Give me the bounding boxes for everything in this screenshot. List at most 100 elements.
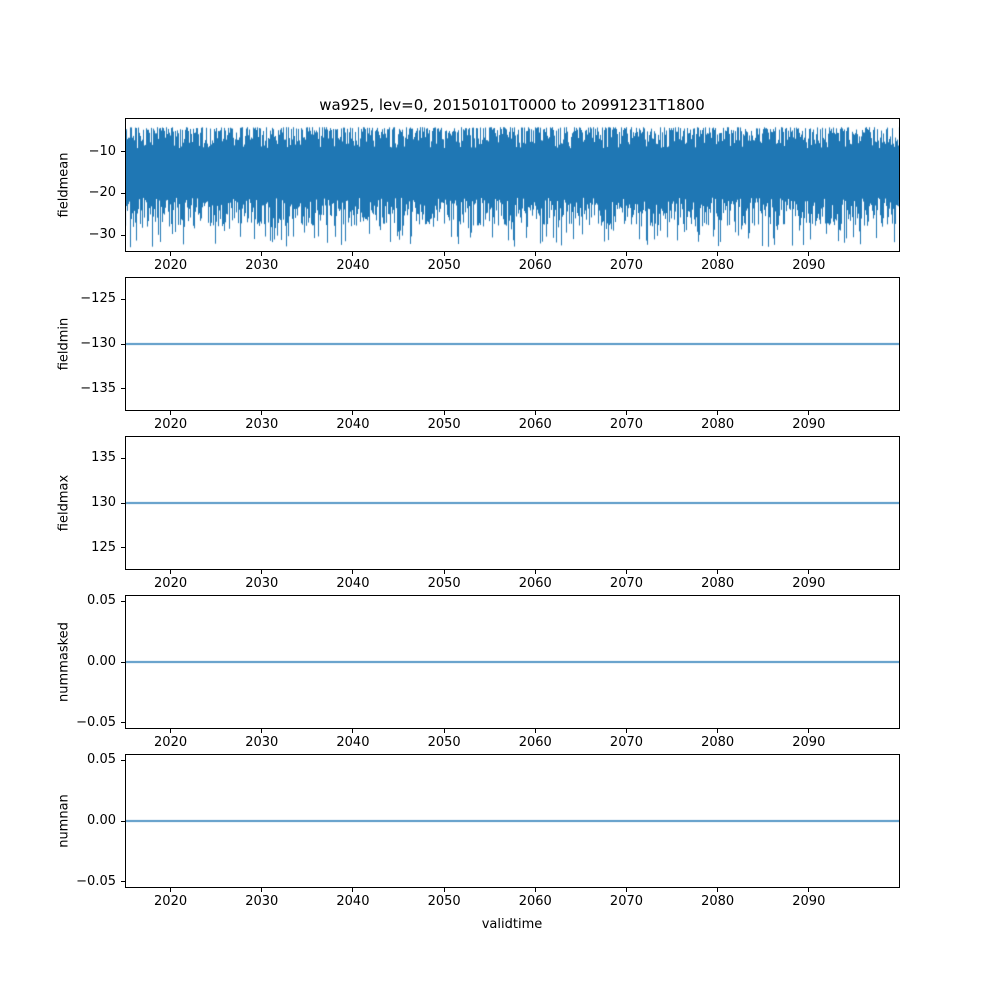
x-tick-mark (443, 411, 445, 415)
y-tick-mark (121, 502, 125, 504)
x-tick-label: 2090 (792, 576, 826, 591)
x-tick-label: 2090 (792, 735, 826, 750)
x-tick-mark (534, 252, 536, 256)
x-tick-mark (443, 888, 445, 892)
x-tick-mark (261, 411, 263, 415)
x-tick-label: 2060 (518, 417, 552, 432)
x-tick-mark (170, 729, 172, 733)
x-tick-mark (717, 570, 719, 574)
x-tick-mark (717, 252, 719, 256)
x-tick-label: 2070 (609, 894, 644, 909)
y-tick-label: −125 (80, 291, 116, 307)
x-tick-mark (352, 729, 354, 733)
x-tick-mark (717, 729, 719, 733)
x-tick-mark (352, 888, 354, 892)
x-tick-mark (625, 570, 627, 574)
x-tick-mark (443, 252, 445, 256)
y-tick-label: 0.05 (87, 752, 116, 768)
x-tick-label: 2060 (518, 735, 552, 750)
x-tick-mark (261, 888, 263, 892)
x-tick-label: 2030 (245, 576, 279, 591)
x-tick-label: 2020 (154, 576, 188, 591)
chart-title: wa925, lev=0, 20150101T0000 to 20991231T… (319, 96, 705, 114)
axes-box-nummasked (125, 595, 900, 729)
x-tick-mark (261, 252, 263, 256)
x-tick-mark (717, 411, 719, 415)
plot-canvas-nummasked (125, 595, 900, 729)
y-tick-label: 0.00 (87, 813, 116, 828)
y-tick-mark (121, 820, 125, 822)
x-tick-label: 2090 (792, 417, 826, 432)
y-axis-label-nummasked: nummasked (56, 622, 72, 702)
y-tick-label: −130 (80, 336, 116, 351)
y-axis-label-numnan: numnan (56, 794, 72, 848)
x-tick-mark (808, 570, 810, 574)
x-tick-mark (625, 888, 627, 892)
x-tick-label: 2050 (427, 576, 461, 591)
x-tick-label: 2050 (427, 894, 461, 909)
x-axis-label: validtime (481, 917, 543, 932)
y-tick-mark (121, 661, 125, 663)
x-tick-mark (352, 252, 354, 256)
x-tick-mark (443, 570, 445, 574)
x-tick-label: 2060 (518, 894, 552, 909)
x-tick-mark (443, 729, 445, 733)
x-tick-mark (534, 888, 536, 892)
x-tick-mark (170, 252, 172, 256)
y-tick-label: −10 (88, 143, 116, 159)
y-tick-label: 125 (91, 539, 116, 555)
x-tick-label: 2050 (427, 417, 461, 432)
x-tick-label: 2020 (154, 894, 188, 909)
x-tick-mark (261, 570, 263, 574)
y-tick-mark (121, 722, 125, 724)
x-tick-label: 2030 (245, 258, 279, 273)
y-tick-mark (121, 388, 125, 390)
y-tick-label: 130 (91, 495, 116, 510)
y-tick-mark (121, 759, 125, 761)
x-tick-mark (625, 252, 627, 256)
x-tick-label: 2080 (701, 258, 735, 273)
axes-box-fieldmean (125, 118, 900, 252)
axes-box-numnan (125, 754, 900, 888)
y-tick-label: 0.05 (87, 593, 116, 609)
x-tick-mark (352, 411, 354, 415)
y-tick-mark (121, 234, 125, 236)
x-tick-mark (808, 252, 810, 256)
y-tick-mark (121, 151, 125, 152)
x-tick-label: 2060 (518, 576, 552, 591)
y-tick-label: 135 (91, 450, 116, 466)
y-tick-label: −0.05 (76, 714, 116, 730)
x-tick-label: 2050 (427, 258, 461, 273)
x-tick-label: 2080 (701, 894, 735, 909)
plot-canvas-fieldmin (125, 277, 900, 411)
x-tick-label: 2040 (336, 894, 370, 909)
plot-canvas-fieldmean (125, 118, 900, 252)
y-tick-mark (121, 600, 125, 602)
x-tick-mark (534, 570, 536, 574)
x-tick-label: 2020 (154, 258, 188, 273)
y-tick-label: −30 (88, 227, 116, 243)
x-tick-label: 2080 (701, 735, 735, 750)
plot-canvas-fieldmax (125, 436, 900, 570)
y-tick-mark (121, 298, 125, 300)
x-tick-label: 2070 (609, 735, 644, 750)
x-tick-label: 2090 (792, 258, 826, 273)
x-tick-mark (534, 729, 536, 733)
plot-canvas-numnan (125, 754, 900, 888)
x-tick-label: 2040 (336, 417, 370, 432)
x-tick-label: 2040 (336, 735, 370, 750)
x-tick-label: 2030 (245, 417, 279, 432)
x-tick-mark (808, 411, 810, 415)
x-tick-mark (170, 570, 172, 574)
y-axis-label-fieldmin: fieldmin (56, 317, 72, 371)
x-tick-mark (261, 729, 263, 733)
x-tick-mark (625, 729, 627, 733)
x-tick-mark (808, 729, 810, 733)
y-tick-label: 0.00 (87, 654, 116, 669)
y-axis-label-fieldmean: fieldmean (56, 152, 72, 218)
x-tick-mark (625, 411, 627, 415)
x-tick-label: 2020 (154, 417, 188, 432)
y-tick-label: −20 (88, 185, 116, 201)
